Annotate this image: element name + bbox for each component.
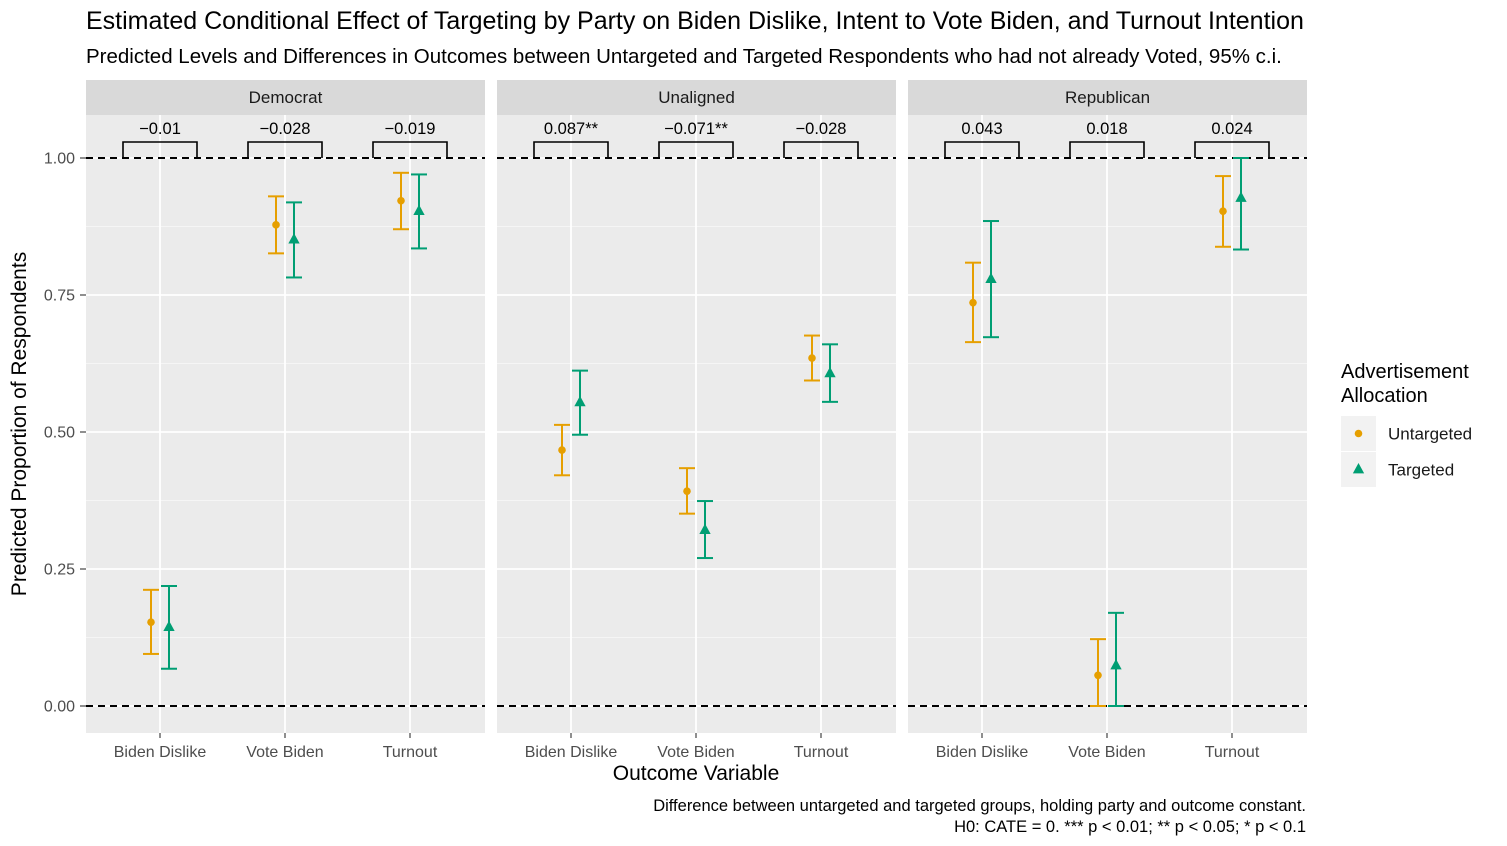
difference-bracket xyxy=(944,141,1020,158)
legend-title: Allocation xyxy=(1341,385,1428,407)
difference-label: 0.024 xyxy=(1211,120,1252,138)
legend-key-untargeted xyxy=(1354,429,1363,438)
y-tick-label: 0.00 xyxy=(44,699,75,716)
x-tick-label: Vote Biden xyxy=(1068,744,1145,761)
difference-label: −0.028 xyxy=(260,120,311,138)
y-tick-label: 0.75 xyxy=(44,288,75,305)
facet-strip xyxy=(908,80,1307,115)
data-point-untargeted xyxy=(808,354,816,362)
y-tick-label: 0.50 xyxy=(44,425,75,442)
x-tick-label: Turnout xyxy=(794,744,849,761)
data-point-untargeted xyxy=(969,298,977,307)
data-point-targeted xyxy=(985,272,997,284)
x-tick-label: Biden Dislike xyxy=(525,744,618,761)
difference-bracket xyxy=(122,141,198,158)
data-point-targeted xyxy=(824,366,836,378)
legend-key-targeted xyxy=(1352,463,1365,474)
facet-strip xyxy=(497,80,896,115)
data-point-targeted xyxy=(1235,191,1247,202)
y-tick-label: 1.00 xyxy=(44,151,75,168)
x-axis-title: Outcome Variable xyxy=(613,762,780,785)
difference-label: −0.01 xyxy=(139,120,181,138)
y-tick-label: 0.25 xyxy=(44,562,75,579)
difference-bracket xyxy=(783,141,859,158)
x-tick-label: Vote Biden xyxy=(657,744,734,761)
difference-label: 0.087** xyxy=(544,120,599,138)
data-point-untargeted xyxy=(397,196,405,205)
data-point-targeted xyxy=(1110,658,1122,670)
caption-line: Difference between untargeted and target… xyxy=(653,797,1306,815)
difference-bracket xyxy=(658,141,734,158)
difference-label: −0.071** xyxy=(664,120,728,138)
difference-bracket xyxy=(247,141,323,158)
difference-label: −0.028 xyxy=(796,120,847,138)
y-axis-title: Predicted Proportion of Respondents xyxy=(8,252,31,596)
facet-strip-label: Unaligned xyxy=(658,88,735,107)
difference-label: 0.043 xyxy=(961,120,1002,138)
difference-bracket xyxy=(1194,141,1270,158)
x-tick-label: Biden Dislike xyxy=(114,744,207,761)
data-point-untargeted xyxy=(683,487,691,495)
difference-bracket xyxy=(372,141,448,158)
legend-label: Targeted xyxy=(1388,461,1454,480)
x-tick-label: Vote Biden xyxy=(246,744,323,761)
data-point-untargeted xyxy=(272,221,280,229)
data-point-targeted xyxy=(699,523,711,534)
x-tick-label: Turnout xyxy=(383,744,438,761)
caption-line: H0: CATE = 0. *** p < 0.01; ** p < 0.05;… xyxy=(954,818,1306,836)
x-tick-label: Biden Dislike xyxy=(936,744,1029,761)
data-point-targeted xyxy=(574,395,586,407)
data-point-untargeted xyxy=(1094,671,1102,680)
difference-bracket xyxy=(533,141,609,158)
data-point-untargeted xyxy=(558,446,566,454)
data-point-targeted xyxy=(413,204,425,216)
difference-label: −0.019 xyxy=(385,120,436,138)
facet-strip-label: Republican xyxy=(1065,88,1150,107)
data-point-untargeted xyxy=(147,618,155,626)
facet-strip-label: Democrat xyxy=(249,88,323,107)
data-point-targeted xyxy=(288,233,300,244)
chart-title: Estimated Conditional Effect of Targetin… xyxy=(86,7,1304,35)
difference-label: 0.018 xyxy=(1086,120,1127,138)
legend-label: Untargeted xyxy=(1388,425,1472,444)
facet-strip xyxy=(86,80,485,115)
legend-title: Advertisement xyxy=(1341,361,1469,383)
data-point-untargeted xyxy=(1219,207,1227,215)
difference-bracket xyxy=(1069,141,1145,158)
x-tick-label: Turnout xyxy=(1205,744,1260,761)
chart-subtitle: Predicted Levels and Differences in Outc… xyxy=(86,45,1282,68)
data-point-targeted xyxy=(163,620,175,631)
